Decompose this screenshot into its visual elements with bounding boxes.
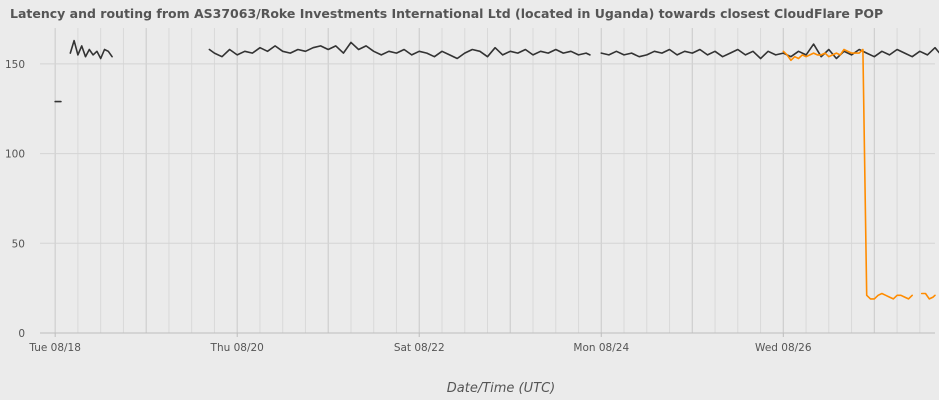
x-tick-labels: Tue 08/18 Thu 08/20 Sat 08/22 Mon 08/24 Wed … xyxy=(28,333,812,354)
minor-gridlines xyxy=(54,28,921,333)
y-tick-label: 0 xyxy=(18,328,25,340)
major-gridlines xyxy=(54,28,875,333)
x-tick-label: Tue 08/18 xyxy=(28,342,81,354)
y-tick-label: 150 xyxy=(5,59,25,71)
x-tick-label: Thu 08/20 xyxy=(210,342,264,354)
y-tick-labels: 0 50 100 150 xyxy=(5,59,25,340)
series-line-segment xyxy=(920,292,936,300)
series-line-segment xyxy=(208,41,591,60)
y-tick-label: 100 xyxy=(5,149,25,161)
series-layer xyxy=(54,39,939,300)
series-line-segment xyxy=(782,48,914,300)
series-2 xyxy=(782,48,936,300)
x-tick-label: Wed 08/26 xyxy=(755,342,812,354)
chart-title: Latency and routing from AS37063/Roke In… xyxy=(10,6,884,21)
x-tick-label: Mon 08/24 xyxy=(573,342,629,354)
x-tick-label: Sat 08/22 xyxy=(394,342,445,354)
series-line-segment xyxy=(69,39,113,60)
y-gridlines xyxy=(40,63,935,244)
x-axis-title: Date/Time (UTC) xyxy=(447,381,555,396)
series-1 xyxy=(54,39,939,103)
series-line-segment xyxy=(600,43,939,60)
y-tick-label: 50 xyxy=(12,238,25,250)
